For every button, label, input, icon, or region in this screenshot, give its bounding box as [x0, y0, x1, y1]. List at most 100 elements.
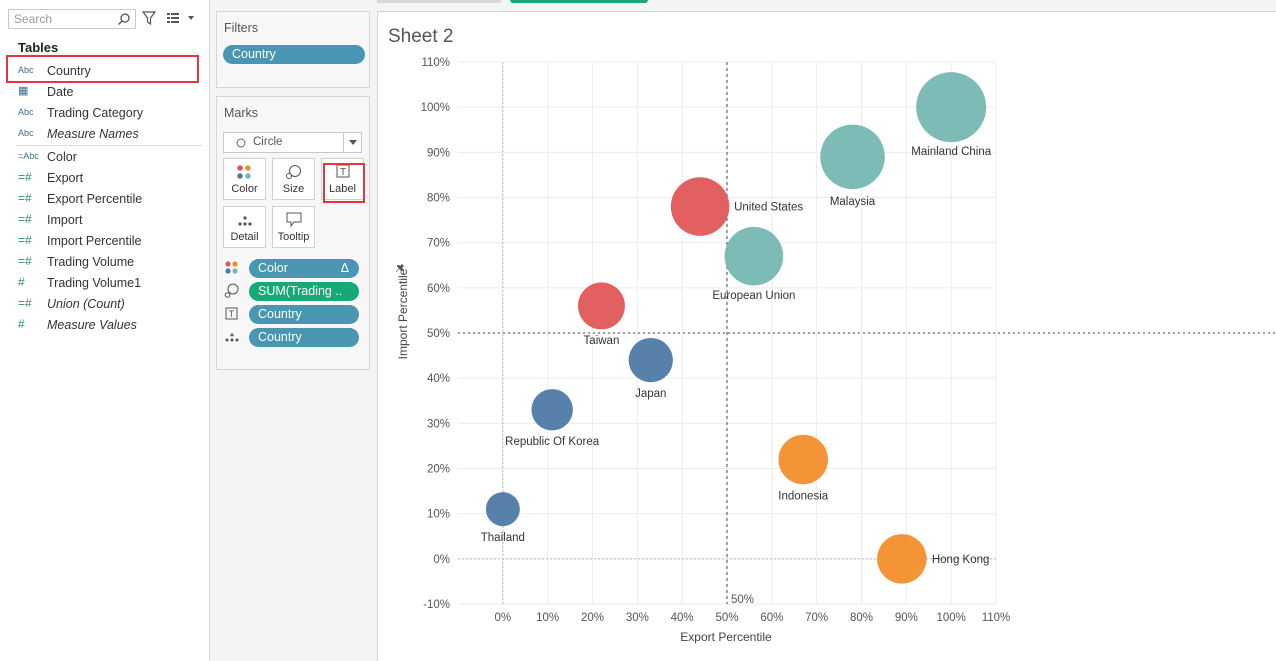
tooltip-button-label: Tooltip [277, 231, 310, 243]
size-button[interactable]: Size [272, 158, 315, 200]
size-icon [286, 165, 301, 179]
detail-button-label: Detail [230, 231, 259, 243]
field-label: Measure Values [47, 318, 137, 332]
search-box[interactable] [8, 9, 136, 29]
delta-icon: Δ [340, 261, 349, 275]
filters-card: Filters Country [216, 11, 370, 88]
point-label: Hong Kong [932, 554, 990, 566]
data-pane: Tables Abc Country ▦ Date Abc Trading Categor… [0, 0, 210, 661]
y-tick-label: 20% [427, 464, 450, 476]
point-label: Indonesia [778, 490, 828, 502]
x-tick-label: 30% [626, 612, 649, 624]
point-united-states[interactable] [670, 177, 730, 236]
tooltip-button[interactable]: Tooltip [272, 206, 315, 248]
field-measure-values[interactable]: # Measure Values [0, 315, 205, 336]
calendar-icon: ▦ [18, 85, 29, 97]
field-separator [16, 145, 202, 146]
field-date[interactable]: ▦ Date [0, 82, 205, 103]
color-button-label: Color [231, 183, 258, 195]
point-label: European Union [712, 290, 795, 302]
y-tick-label: 30% [427, 418, 450, 430]
field-label: Measure Names [47, 127, 139, 141]
field-trading-category[interactable]: Abc Trading Category [0, 103, 205, 124]
field-label: Country [47, 64, 91, 78]
field-export[interactable]: =# Export [0, 168, 205, 189]
detail-shelf-icon [225, 333, 239, 342]
shelf-pill-color-label: Color [258, 261, 288, 275]
tables-header: Tables [18, 40, 59, 55]
scatter-chart: 50% 0% 10% 20% 30% 40% 50% 60% 70% 80% 90% 100% 110… [396, 57, 1276, 644]
field-trading-volume[interactable]: =# Trading Volume [0, 252, 205, 273]
pin-icon[interactable] [396, 262, 404, 272]
y-axis-title: Import Percentile [396, 268, 410, 359]
point-label: Taiwan [584, 335, 620, 347]
point-label: Japan [635, 388, 666, 400]
x-tick-label: 100% [936, 612, 965, 624]
marks-card: Marks Circle Color Size T Label Detail [216, 96, 370, 370]
filter-icon[interactable] [142, 11, 156, 25]
sheet-canvas: Sheet 2 50% 0% 10% 20% 30% 40% 50% 60% 70% 80% 90… [377, 11, 1276, 661]
x-tick-label: 10% [536, 612, 559, 624]
svg-text:T: T [340, 167, 346, 178]
y-tick-label: 100% [421, 102, 450, 114]
tab-strip-divider [377, 0, 501, 3]
view-options-icon[interactable] [166, 11, 196, 25]
mark-type-dropdown[interactable]: Circle [223, 132, 362, 153]
number-type-icon: # [18, 317, 25, 331]
field-label: Date [47, 85, 74, 99]
color-icon [237, 165, 251, 179]
point-indonesia[interactable] [778, 434, 828, 485]
color-shelf-icon [225, 261, 238, 274]
field-import[interactable]: =# Import [0, 210, 205, 231]
highlight-country-field [6, 55, 199, 83]
field-label: Trading Volume1 [47, 276, 142, 290]
text-label-icon: T [336, 164, 350, 178]
y-tick-label: -10% [423, 599, 450, 611]
y-tick-label: 80% [427, 193, 450, 205]
field-measure-names[interactable]: Abc Measure Names [0, 124, 205, 145]
point-european-union[interactable] [724, 226, 784, 286]
point-label: United States [734, 202, 803, 214]
point-hong-kong[interactable] [877, 534, 927, 584]
number-type-icon: =# [18, 296, 32, 310]
filter-pill-country[interactable]: Country [223, 45, 365, 64]
color-button[interactable]: Color [223, 158, 266, 200]
field-union-count[interactable]: =# Union (Count) [0, 294, 205, 315]
number-type-icon: =# [18, 191, 32, 205]
shelf-pill-detail[interactable]: Country [249, 328, 359, 347]
field-export-percentile[interactable]: =# Export Percentile [0, 189, 205, 210]
search-icon[interactable] [117, 12, 131, 26]
point-mainland-china[interactable] [916, 72, 987, 143]
shelf-pill-color[interactable]: Color Δ [249, 259, 359, 278]
number-type-icon: =# [18, 212, 32, 226]
field-import-percentile[interactable]: =# Import Percentile [0, 231, 205, 252]
search-input[interactable] [9, 10, 113, 28]
point-label: Thailand [481, 532, 525, 544]
point-taiwan[interactable] [577, 282, 625, 330]
number-type-icon: # [18, 275, 25, 289]
point-republic-of-korea[interactable] [531, 389, 573, 431]
detail-button[interactable]: Detail [223, 206, 266, 248]
field-color[interactable]: =Abc Color [0, 147, 205, 168]
point-japan[interactable] [628, 337, 673, 383]
shelf-pill-size[interactable]: SUM(Trading .. [249, 282, 359, 301]
field-label: Import [47, 213, 83, 227]
x-tick-label: 0% [495, 612, 512, 624]
y-tick-label: 10% [427, 509, 450, 521]
x-tick-label: 40% [671, 612, 694, 624]
field-label: Trading Volume [47, 255, 135, 269]
field-country[interactable]: Abc Country [0, 61, 205, 82]
sheet-title: Sheet 2 [388, 26, 454, 47]
mark-type-label: Circle [253, 136, 283, 148]
point-malaysia[interactable] [820, 124, 885, 190]
shelf-pill-label[interactable]: Country [249, 305, 359, 324]
number-type-icon: =# [18, 170, 32, 184]
point-label: Malaysia [830, 196, 876, 208]
x-axis-title: Export Percentile [680, 630, 772, 644]
string-type-icon: Abc [18, 128, 34, 138]
string-type-icon: Abc [18, 107, 34, 117]
x-tick-label: 80% [850, 612, 873, 624]
point-label: Republic Of Korea [505, 436, 600, 448]
field-trading-volume1[interactable]: # Trading Volume1 [0, 273, 205, 294]
point-thailand[interactable] [485, 492, 520, 527]
